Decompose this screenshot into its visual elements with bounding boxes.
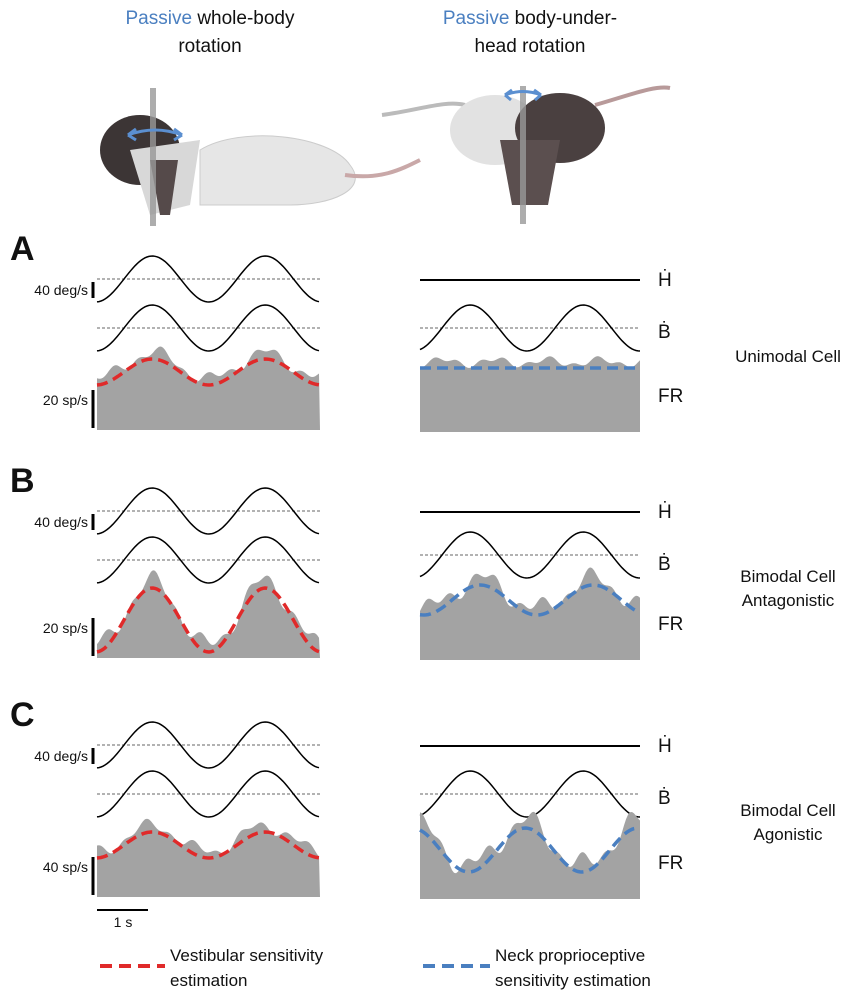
rat-illustration — [382, 86, 670, 224]
column-title: rotation — [178, 36, 241, 57]
cell-type-label: Antagonistic — [742, 591, 835, 610]
row-label: FR — [658, 614, 683, 635]
title-text: body-under- — [515, 8, 617, 29]
rate-scale-label: 40 sp/s — [43, 859, 88, 875]
highlight: Passive — [443, 8, 510, 29]
column-title: Passive body-under- — [443, 8, 617, 29]
panel-letter: A — [10, 230, 35, 268]
figure: Passive whole-body rotation Passive body… — [0, 0, 853, 991]
legend-label: sensitivity estimation — [495, 971, 651, 990]
cell-type-label: Bimodal Cell — [740, 801, 835, 820]
cell-type-label: Bimodal Cell — [740, 567, 835, 586]
cell-type-label: Agonistic — [754, 825, 823, 844]
panel-letter: B — [10, 462, 35, 500]
row-label: FR — [658, 386, 683, 407]
title-text: whole-body — [196, 8, 295, 29]
velocity-scale-label: 40 deg/s — [34, 282, 88, 298]
row-label: Ḣ — [658, 502, 672, 523]
row-label: Ḃ — [658, 788, 671, 809]
column-title: head rotation — [475, 36, 586, 57]
rate-scale-label: 20 sp/s — [43, 620, 88, 636]
rat-illustration — [100, 88, 420, 226]
legend-label: Neck proprioceptive — [495, 946, 645, 965]
velocity-scale-label: 40 deg/s — [34, 514, 88, 530]
row-label: Ḣ — [658, 736, 672, 757]
rate-scale-label: 20 sp/s — [43, 392, 88, 408]
legend-label: Vestibular sensitivity — [170, 946, 324, 965]
row-label: Ḃ — [658, 554, 671, 575]
panel-letter: C — [10, 696, 35, 734]
velocity-scale-label: 40 deg/s — [34, 748, 88, 764]
column-title: Passive whole-body — [126, 8, 295, 29]
row-label: Ḣ — [658, 270, 672, 291]
row-label: Ḃ — [658, 322, 671, 343]
firing-rate-area — [97, 347, 320, 431]
cell-type-label: Unimodal Cell — [735, 347, 841, 366]
row-label: FR — [658, 853, 683, 874]
highlight: Passive — [126, 8, 193, 29]
time-scale-label: 1 s — [114, 914, 133, 930]
legend-label: estimation — [170, 971, 247, 990]
